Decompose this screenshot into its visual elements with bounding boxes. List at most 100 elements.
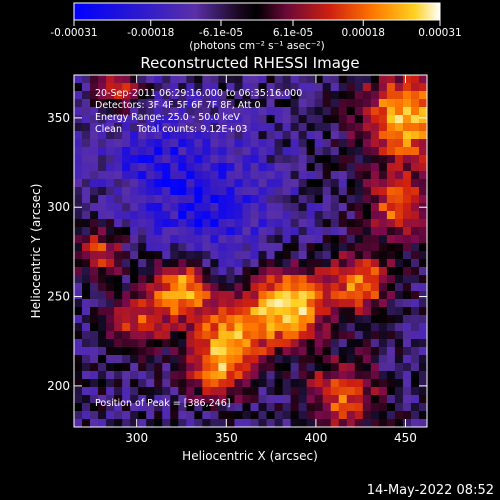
heatmap-cell: [98, 395, 107, 404]
heatmap-cell: [226, 403, 236, 412]
heatmap-cell: [290, 115, 300, 124]
heatmap-cell: [314, 195, 324, 204]
heatmap-cell: [338, 147, 348, 156]
heatmap-cell: [138, 403, 147, 412]
heatmap-cell: [146, 355, 155, 364]
heatmap-cell: [178, 147, 187, 156]
heatmap-cell: [98, 275, 107, 284]
heatmap-cell: [346, 371, 356, 380]
heatmap-cell: [202, 403, 211, 412]
heatmap-cell: [378, 75, 388, 84]
heatmap-cell: [354, 259, 364, 268]
heatmap-cell: [90, 411, 99, 420]
heatmap-cell: [298, 91, 308, 100]
heatmap-cell: [234, 395, 244, 404]
heatmap-cell: [210, 155, 220, 164]
heatmap-cell: [258, 363, 268, 372]
heatmap-cell: [154, 123, 163, 132]
heatmap-cell: [290, 219, 300, 228]
heatmap-cell: [338, 371, 348, 380]
heatmap-cell: [186, 75, 195, 84]
heatmap-cell: [170, 259, 179, 268]
heatmap-cell: [306, 139, 316, 148]
heatmap-cell: [386, 179, 396, 188]
heatmap-cell: [274, 187, 284, 196]
heatmap-cell: [74, 139, 83, 148]
heatmap-cell: [354, 419, 364, 427]
heatmap-cell: [234, 123, 244, 132]
heatmap-cell: [194, 307, 203, 316]
heatmap-cell: [154, 251, 163, 260]
heatmap-cell: [234, 171, 244, 180]
heatmap-cell: [146, 267, 155, 276]
heatmap-cell: [210, 227, 220, 236]
heatmap-cell: [74, 355, 83, 364]
annotation-block: 20-Sep-2011 06:29:16.000 to 06:35:16.000…: [95, 88, 302, 135]
heatmap-cell: [226, 131, 236, 140]
annotation-line-3: Energy Range: 25.0 - 50.0 keV: [95, 112, 240, 123]
heatmap-cell: [82, 251, 91, 260]
heatmap-cell: [130, 211, 139, 220]
heatmap-cell: [306, 187, 316, 196]
heatmap-cell: [146, 235, 155, 244]
heatmap-cell: [394, 123, 404, 132]
heatmap-cell: [114, 179, 123, 188]
heatmap-cell: [186, 91, 195, 100]
heatmap-cell: [378, 131, 388, 140]
heatmap-cell: [210, 283, 220, 292]
heatmap-cell: [346, 235, 356, 244]
heatmap-cell: [138, 379, 147, 388]
heatmap-cell: [138, 187, 147, 196]
heatmap-cell: [378, 299, 388, 308]
heatmap-cell: [178, 299, 187, 308]
heatmap-cell: [154, 211, 163, 220]
heatmap-cell: [266, 163, 276, 172]
heatmap-cell: [114, 267, 123, 276]
heatmap-cell: [378, 163, 388, 172]
heatmap-cell: [250, 107, 260, 116]
heatmap-cell: [418, 315, 427, 324]
heatmap-cell: [194, 203, 203, 212]
heatmap-cell: [362, 331, 372, 340]
heatmap-cell: [130, 171, 139, 180]
heatmap-cell: [194, 75, 203, 84]
annotation-line-4: Clean Total counts: 9.12E+03: [95, 124, 247, 135]
heatmap-cell: [114, 203, 123, 212]
heatmap-cell: [402, 379, 412, 388]
heatmap-cell: [362, 195, 372, 204]
heatmap-cell: [338, 235, 348, 244]
heatmap-cell: [354, 307, 364, 316]
heatmap-cell: [250, 179, 260, 188]
heatmap-cell: [346, 315, 356, 324]
heatmap-cell: [338, 283, 348, 292]
heatmap-cell: [370, 419, 380, 427]
heatmap-cell: [402, 155, 412, 164]
heatmap-cell: [322, 243, 332, 252]
heatmap-cell: [314, 203, 324, 212]
heatmap-cell: [154, 91, 163, 100]
heatmap-cell: [402, 291, 412, 300]
heatmap-cell: [138, 195, 147, 204]
heatmap-cell: [346, 363, 356, 372]
heatmap-cell: [106, 331, 115, 340]
heatmap-cell: [194, 107, 203, 116]
heatmap-cell: [138, 155, 147, 164]
heatmap-cell: [338, 339, 348, 348]
heatmap-cell: [298, 299, 308, 308]
heatmap-cell: [298, 131, 308, 140]
heatmap-cell: [274, 139, 284, 148]
heatmap-cell: [90, 259, 99, 268]
heatmap-cell: [362, 131, 372, 140]
heatmap-cell: [98, 147, 107, 156]
heatmap-cell: [354, 371, 364, 380]
heatmap-cell: [338, 251, 348, 260]
heatmap-cell: [418, 155, 427, 164]
heatmap-cell: [122, 203, 131, 212]
heatmap-cell: [290, 267, 300, 276]
heatmap-cell: [162, 387, 171, 396]
heatmap-cell: [250, 275, 260, 284]
heatmap-cell: [90, 139, 99, 148]
heatmap-cell: [226, 219, 236, 228]
heatmap-cell: [418, 331, 427, 340]
heatmap-cell: [354, 211, 364, 220]
